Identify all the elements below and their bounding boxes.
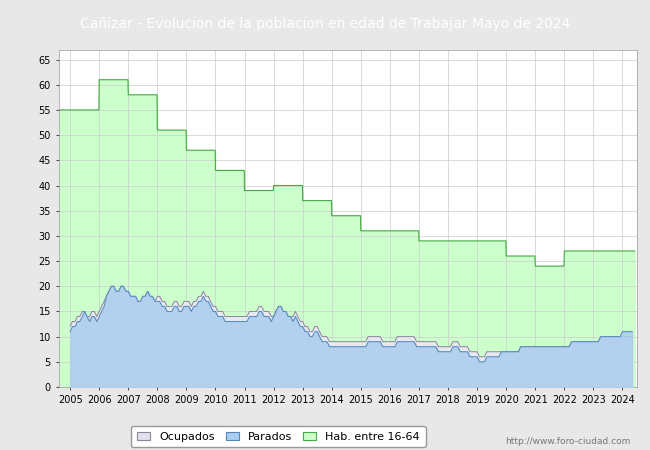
Text: http://www.foro-ciudad.com: http://www.foro-ciudad.com xyxy=(505,436,630,446)
Text: Cañizar - Evolucion de la poblacion en edad de Trabajar Mayo de 2024: Cañizar - Evolucion de la poblacion en e… xyxy=(80,17,570,31)
Legend: Ocupados, Parados, Hab. entre 16-64: Ocupados, Parados, Hab. entre 16-64 xyxy=(131,426,426,447)
